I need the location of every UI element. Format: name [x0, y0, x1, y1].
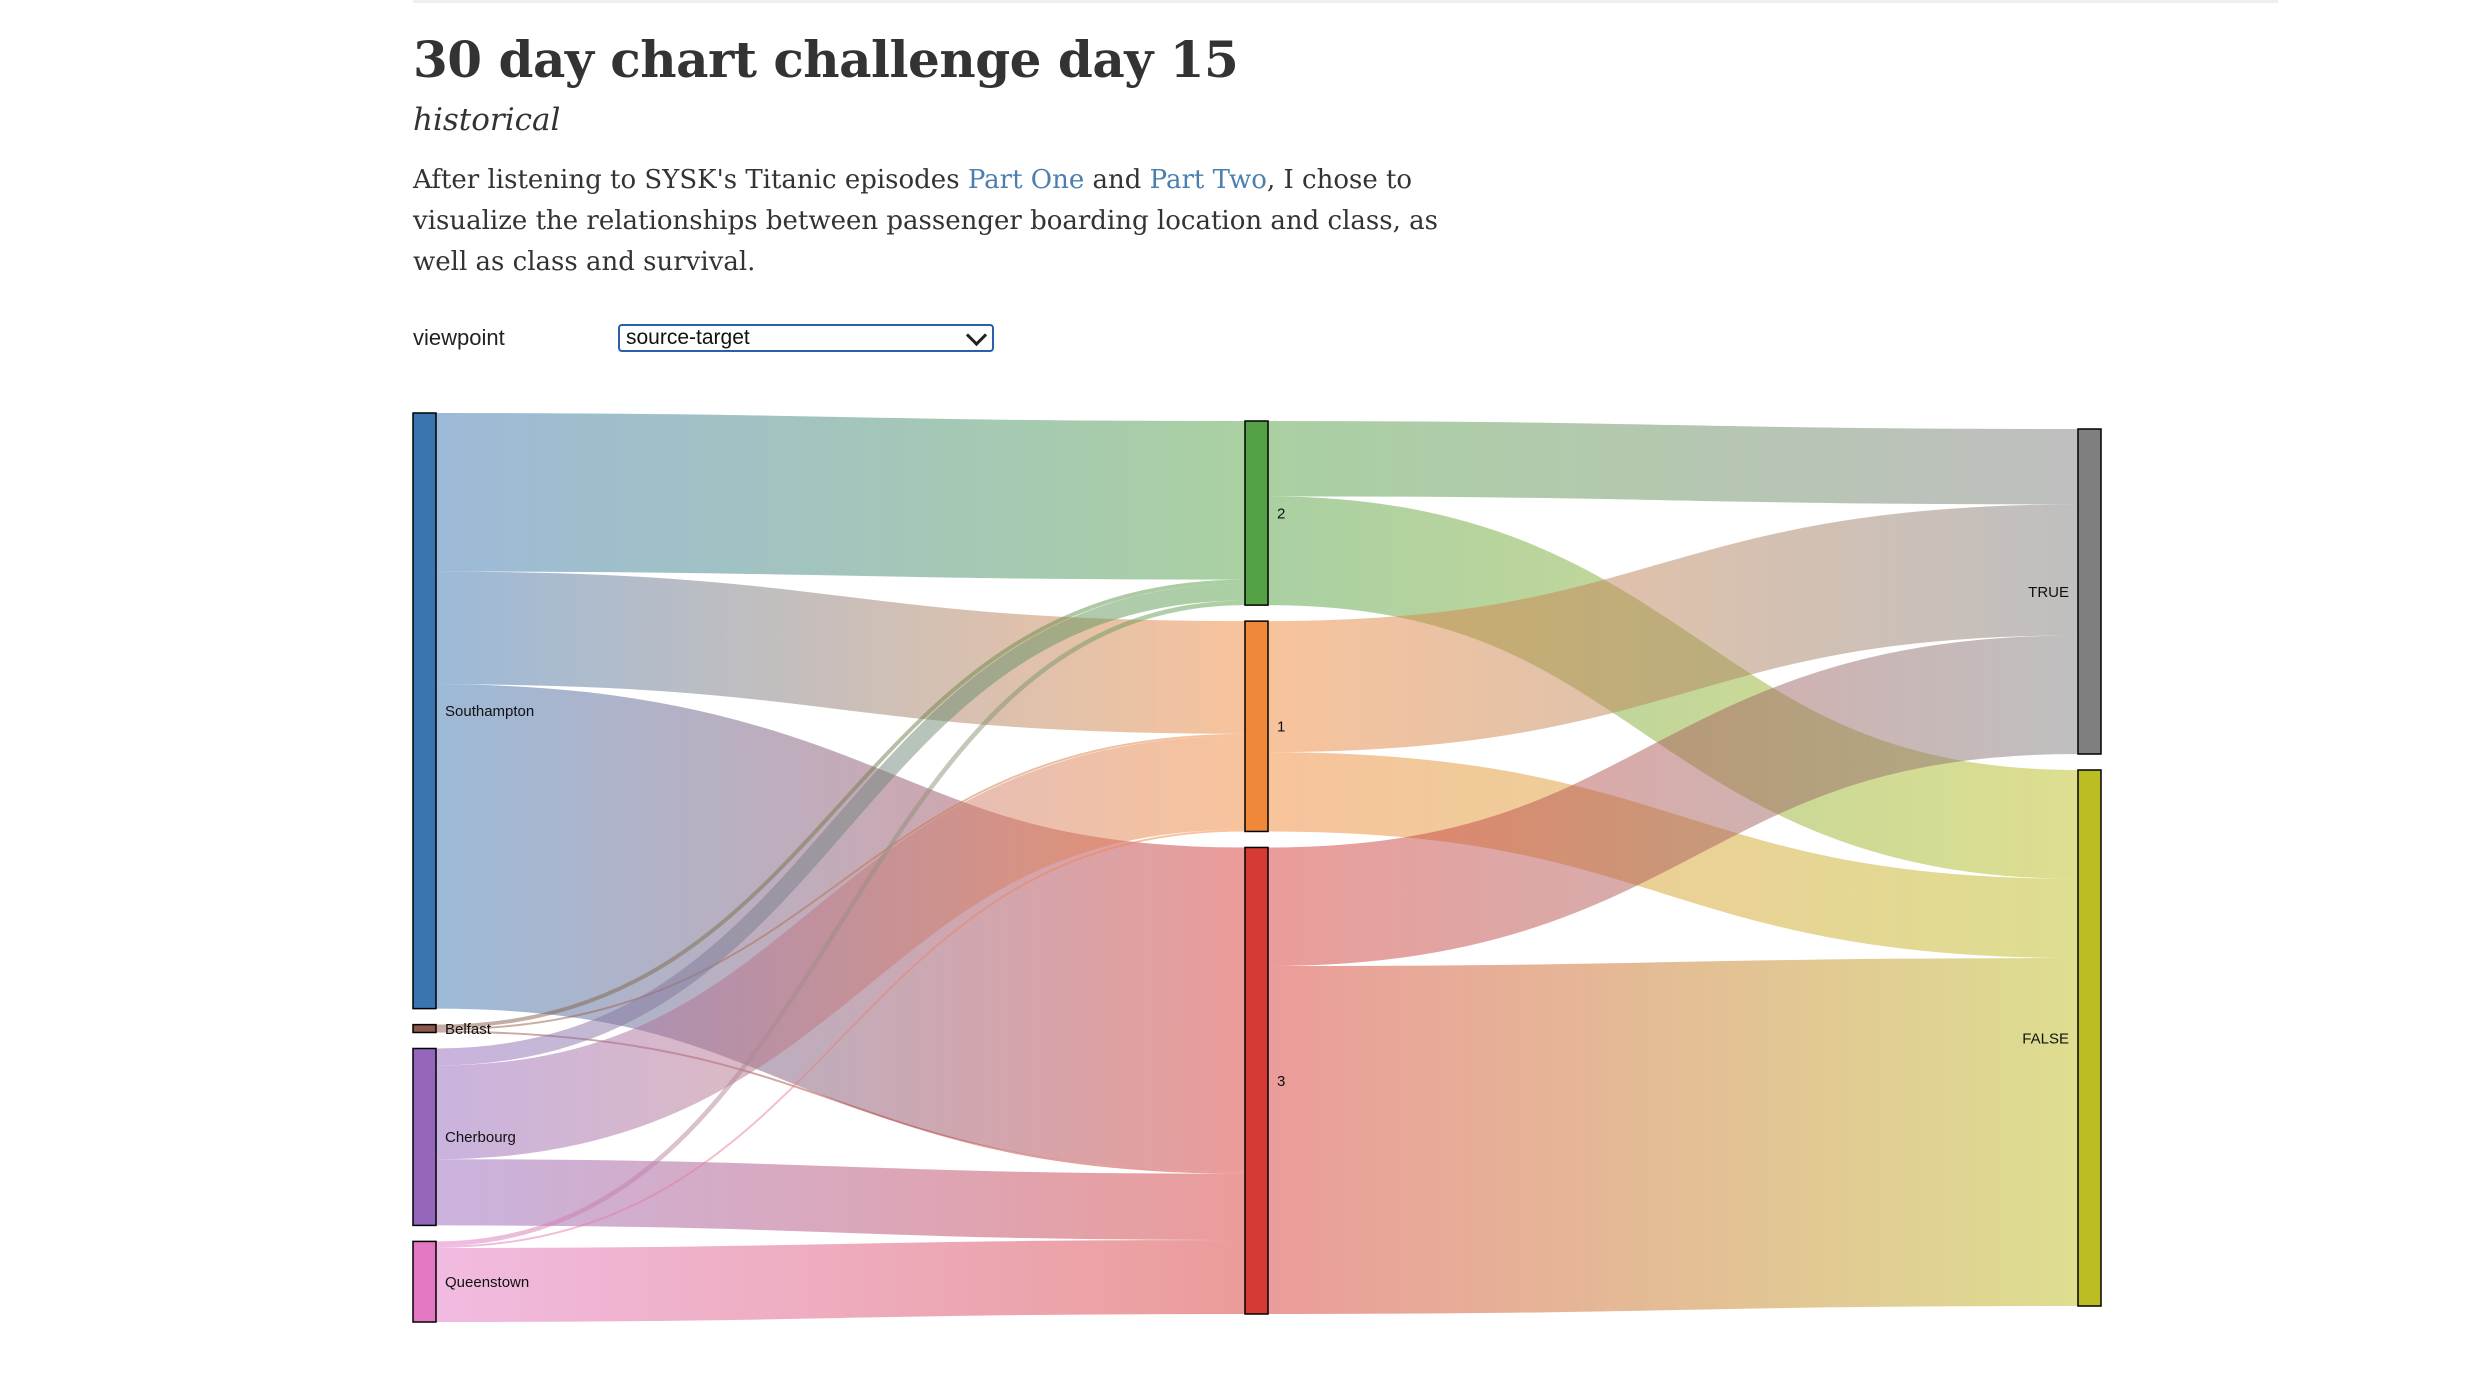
sankey-label-true: TRUE: [2028, 584, 2069, 601]
sankey-node-queenstown: [412, 1240, 437, 1323]
intro-text-after: , I chose to visualize the relationships…: [413, 165, 1438, 277]
sankey-node-belfast: [412, 1023, 437, 1034]
viewpoint-select[interactable]: source-target: [618, 324, 994, 352]
sankey-node-false: [2077, 769, 2102, 1307]
sankey-label-1: 1: [1277, 719, 1285, 736]
sankey-link-cherbourg-to-1: [435, 735, 1246, 1160]
viewpoint-selected-value: source-target: [626, 326, 750, 349]
sankey-link-3-to-false: [1267, 958, 2079, 1314]
sankey-label-southampton: Southampton: [445, 703, 534, 720]
sankey-label-belfast: Belfast: [445, 1021, 492, 1038]
sankey-label-2: 2: [1277, 505, 1285, 522]
sankey-node-2: [1244, 420, 1269, 606]
sankey-node-cherbourg: [412, 1047, 437, 1227]
sankey-node-southampton: [412, 412, 437, 1010]
sankey-links: [435, 412, 2079, 1323]
sankey-link-queenstown-to-1: [435, 829, 1246, 1248]
article-header: 30 day chart challenge day 15 historical…: [413, 28, 1513, 283]
part-one-link[interactable]: Part One: [967, 165, 1085, 195]
sankey-node-true: [2077, 428, 2102, 755]
sankey-link-3-to-true: [1267, 635, 2079, 967]
sankey-link-queenstown-to-2: [435, 600, 1246, 1246]
sankey-label-3: 3: [1277, 1073, 1285, 1090]
intro-text-before: After listening to SYSK's Titanic episod…: [413, 165, 968, 195]
sankey-link-belfast-to-2: [435, 579, 1246, 1029]
sankey-node-3: [1244, 846, 1269, 1315]
sankey-link-cherbourg-to-3: [435, 1159, 1246, 1240]
sankey-label-queenstown: Queenstown: [445, 1274, 529, 1291]
viewpoint-control: viewpoint source-target: [413, 322, 994, 354]
sankey-link-belfast-to-1: [435, 733, 1246, 1031]
intro-paragraph: After listening to SYSK's Titanic episod…: [413, 160, 1473, 283]
sankey-link-southampton-to-1: [435, 571, 1246, 734]
page-subtitle: historical: [413, 102, 561, 138]
sankey-link-1-to-true: [1267, 504, 2079, 753]
sankey-link-2-to-true: [1267, 421, 2079, 505]
sankey-link-southampton-to-2: [435, 412, 1246, 580]
sankey-nodes: [412, 412, 2102, 1323]
sankey-link-cherbourg-to-2: [435, 583, 1246, 1066]
top-rule: [413, 0, 2278, 3]
sankey-label-cherbourg: Cherbourg: [445, 1129, 516, 1146]
viewpoint-label: viewpoint: [413, 325, 505, 350]
sankey-link-belfast-to-3: [435, 1030, 1246, 1174]
sankey-labels: 1 2 3 Southampton Belfast Cherbourg Queenstown…: [445, 505, 2069, 1291]
part-two-link[interactable]: Part Two: [1149, 165, 1267, 195]
sankey-node-1: [1244, 620, 1269, 833]
sankey-link-queenstown-to-3: [435, 1239, 1246, 1323]
page-title: 30 day chart challenge day 15: [413, 30, 1239, 89]
sankey-label-false: FALSE: [2022, 1030, 2069, 1047]
intro-text-middle: and: [1084, 165, 1150, 195]
